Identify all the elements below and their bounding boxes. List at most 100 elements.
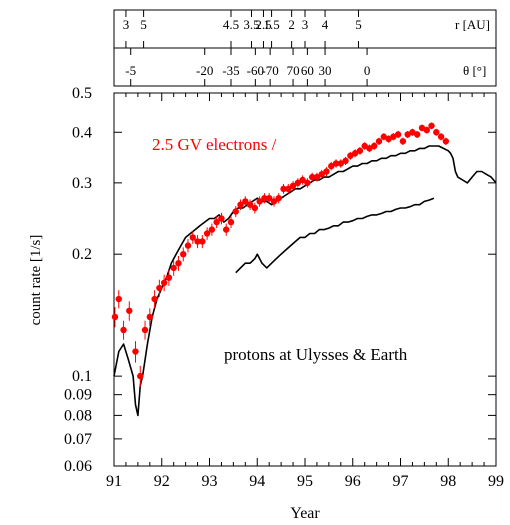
top-axis-tick-label: 4 (322, 17, 329, 32)
y-tick-label: 0.09 (64, 387, 92, 404)
series-0-point (332, 160, 340, 167)
top-axis-theta-frame (113, 47, 497, 87)
series-0-point (156, 284, 163, 292)
series-0-point (318, 171, 325, 178)
series-0-point (366, 145, 373, 152)
series-2-line (235, 197, 435, 274)
series-0-point (194, 238, 201, 245)
series-0-point (227, 218, 235, 226)
top-axis-theta: -5 -20 -35 -60-70 70 60 30 0 θ [°] (113, 47, 497, 87)
top-axis-tick-label: 3.5 (243, 17, 259, 32)
top-axis-r-label: r [AU] (455, 17, 490, 32)
y-tick-label: 0.2 (72, 246, 92, 263)
series-0-point (380, 133, 387, 140)
x-axis-label: Year (290, 505, 320, 522)
top-axis-tick-label: 3 (123, 17, 130, 32)
series-0-point (146, 313, 154, 321)
y-tick-label: 0.4 (72, 124, 92, 141)
x-tick-label: 97 (393, 473, 409, 490)
series-0-point (208, 226, 216, 233)
top-axis-tick-label: 60 (301, 63, 314, 78)
series-0-point (246, 201, 254, 208)
annotation-protons: protons at Ulysses & Earth (224, 345, 408, 364)
y-axis-ticks: 0.06 0.07 0.08 0.09 0.1 0.2 0.3 0.4 0.5 (64, 85, 496, 475)
top-axis-theta-label: θ [°] (463, 63, 486, 78)
x-tick-label: 92 (154, 473, 170, 490)
series-0-point (270, 198, 278, 205)
series-0-point (165, 274, 173, 281)
y-tick-label: 0.3 (72, 175, 92, 192)
series-0-point (111, 313, 119, 321)
series-0-point (160, 279, 168, 286)
y-tick-label: 0.1 (72, 368, 92, 385)
series-0-point (433, 129, 440, 136)
series-0-point (232, 208, 239, 215)
top-axis-tick-label: 2.5 (255, 17, 271, 32)
annotation-electrons: 2.5 GV electrons / (152, 135, 277, 154)
series-0-point (323, 168, 330, 175)
x-axis-ticks: 91 92 93 94 95 96 97 98 99 (106, 93, 504, 490)
series-0-point (132, 348, 139, 355)
series-points (111, 122, 450, 388)
series-0-point (347, 152, 354, 159)
series-0-point (120, 326, 127, 334)
series-0-point (189, 234, 196, 241)
series-0-point (437, 133, 445, 140)
series-0-point (289, 182, 297, 190)
top-axis-tick-label: -20 (196, 63, 213, 78)
y-axis-label: count rate [1/s] (28, 235, 44, 326)
series-0-point (304, 179, 311, 187)
series-0-point (385, 135, 392, 143)
series-0-point (151, 295, 158, 303)
top-axis-tick-label: 5 (140, 17, 147, 32)
series-0-point (423, 126, 430, 134)
series-0-point (137, 372, 144, 380)
series-0-point (199, 238, 206, 245)
top-axis-tick-label: -70 (261, 63, 278, 78)
series-0-point (218, 215, 225, 222)
series-0-point (442, 138, 450, 145)
top-axis-tick-label: 2 (288, 17, 295, 32)
series-0-point (371, 142, 378, 150)
series-0-point (404, 131, 411, 138)
series-0-point (409, 129, 416, 136)
series-0-point (356, 147, 364, 154)
series-0-point (184, 242, 192, 249)
series-0-point (428, 122, 435, 129)
top-axis-tick-label: 3 (302, 17, 309, 32)
series-0-point (313, 173, 321, 181)
top-axis-r: 3 5 4.5 3.52.51.5 2 3 4 5 r [AU] (113, 9, 497, 49)
series-0-point (394, 131, 402, 138)
plot-area: 91 92 93 94 95 96 97 98 99 0.060.070.080.090.10.… (64, 85, 504, 490)
series-0-point (418, 124, 426, 132)
top-axis-tick-label: 30 (319, 63, 332, 78)
series-0-point (237, 201, 244, 208)
y-tick-label: 0.07 (64, 431, 92, 448)
y-tick-label: 0.5 (72, 85, 92, 102)
top-axis-r-ticks: 3 5 4.5 3.52.51.5 2 3 4 5 (123, 10, 362, 48)
x-tick-label: 94 (249, 473, 265, 490)
x-tick-label: 99 (488, 473, 504, 490)
series-0-point (308, 173, 316, 181)
series-0-point (299, 176, 306, 184)
series-0-point (126, 307, 133, 314)
series-0-point (375, 138, 383, 145)
series-0-point (275, 194, 282, 202)
top-axis-tick-label: 5 (355, 17, 362, 32)
series-0-point (285, 185, 292, 193)
x-tick-label: 96 (345, 473, 361, 490)
series-0-point (242, 198, 249, 205)
top-axis-tick-label: -5 (125, 63, 136, 78)
series-0-point (294, 179, 302, 187)
top-axis-theta-ticks: -5 -20 -35 -60-70 70 60 30 0 (125, 48, 370, 86)
series-0-point (328, 162, 335, 170)
series-0-point (414, 131, 421, 138)
series-0-point (399, 138, 407, 145)
series-0-point (115, 295, 122, 303)
x-tick-label: 95 (297, 473, 313, 490)
series-0-point (256, 198, 263, 205)
series-0-point (141, 326, 149, 334)
top-axis-tick-label: -35 (222, 63, 239, 78)
top-axis-tick-label: 0 (364, 63, 371, 78)
